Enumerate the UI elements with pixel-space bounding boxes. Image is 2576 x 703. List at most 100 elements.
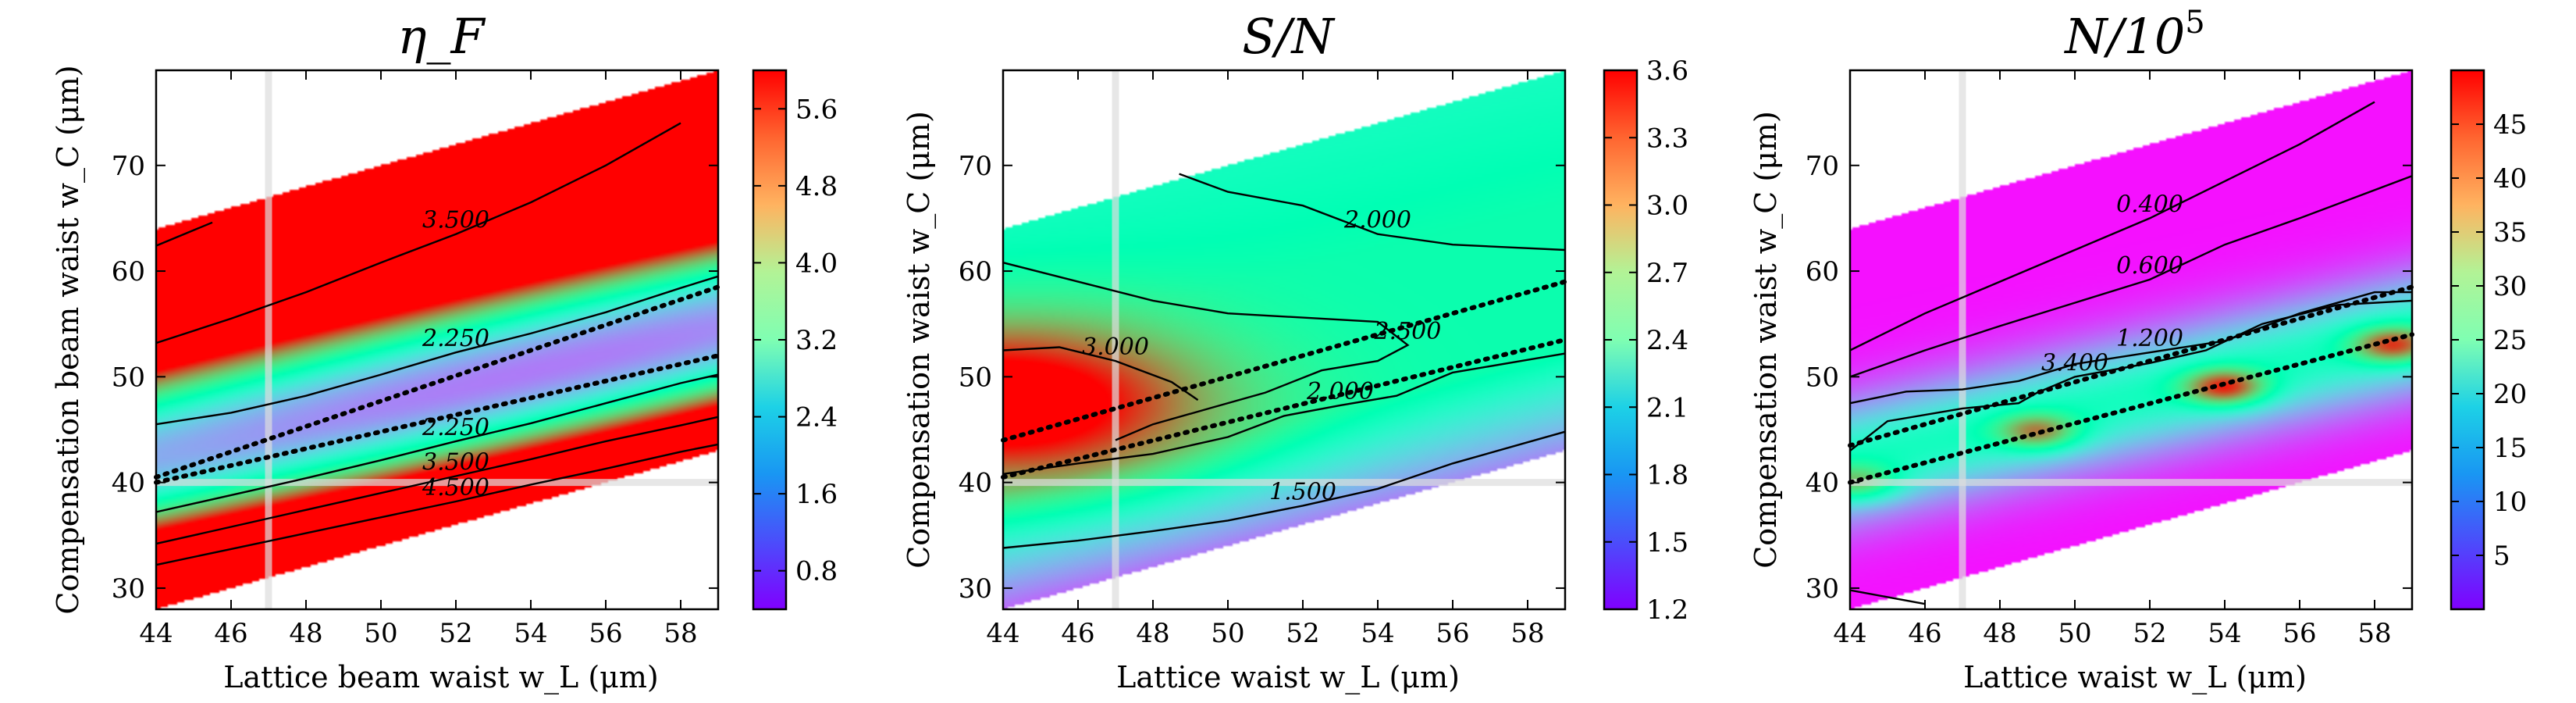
colorbar-tick-label: 35 [2493,217,2527,248]
x-tick-label: 46 [1061,618,1094,649]
y-tick-label: 40 [959,468,992,499]
y-axis-label: Compensation beam waist w_C (μm) [51,65,86,614]
y-tick-label: 70 [959,151,992,182]
contour-label: 0.400 [2116,191,2183,218]
contour-line [155,443,719,566]
colorbar-tick-label: 4.0 [795,248,838,279]
contour-line [1002,352,1566,475]
dotted-guide-line [1848,332,2414,485]
plot-frame [155,69,720,611]
colorbar-tick-label: 1.2 [1646,594,1688,626]
colorbar-tick-label: 4.8 [795,171,838,202]
dotted-guide-line [1848,284,2414,448]
plot-frame [1848,69,2414,611]
colorbar-tick-label: 20 [2493,379,2527,410]
contour-label: 3.500 [422,449,489,476]
y-tick-label: 50 [1806,362,1839,393]
y-tick-label: 30 [112,573,145,605]
y-tick-label: 70 [112,151,145,182]
chart-signal-to-noise: S/N Compensation waist w_C (μm) Lattice … [902,8,1688,695]
x-tick-label: 58 [1510,618,1544,649]
contour-line [1849,175,2413,378]
chart-eta-f: η_F Compensation beam waist w_C (μm) Lat… [51,8,838,695]
colorbar-tick-label: 5 [2493,541,2510,572]
contour-label: 3.400 [2041,349,2108,376]
contour-label: 3.500 [422,207,489,234]
colorbar-tick-label: 3.0 [1646,191,1688,222]
contour-line [1179,173,1566,252]
dotted-guide-line [1001,337,1567,480]
heatmap-field [1003,70,1565,609]
colorbar-tick-label: 5.6 [795,94,838,125]
y-tick-label: 70 [1806,151,1839,182]
x-tick-label: 48 [1136,618,1169,649]
y-tick-label: 30 [959,573,992,605]
y-tick-label: 60 [112,256,145,287]
x-tick-label: 56 [1436,618,1469,649]
chart-atom-number: N/105 Compensation waist w_C (μm) Lattic… [1749,5,2527,695]
contour-label: 1.500 [1269,478,1336,505]
colorbar-tick-label: 2.1 [1646,392,1688,423]
colorbar-tick-label: 3.6 [1646,55,1688,87]
x-axis-label: Lattice beam waist w_L (μm) [223,660,658,695]
chart-title: S/N [1242,8,1336,65]
colorbar-tick-label: 1.5 [1646,527,1688,558]
x-tick-label: 58 [2357,618,2391,649]
contour-line [1002,262,1410,441]
x-tick-label: 52 [1286,618,1319,649]
y-tick-label: 50 [112,362,145,393]
y-tick-label: 60 [1806,256,1839,287]
x-tick-label: 44 [986,618,1019,649]
contour-label: 2.000 [1306,378,1374,405]
contour-line [1849,291,2412,405]
x-tick-label: 44 [1833,618,1866,649]
colorbar-tick-label: 1.6 [795,479,838,510]
contour-label: 2.000 [1343,207,1411,234]
x-tick-label: 50 [2058,618,2091,649]
x-tick-label: 52 [2133,618,2166,649]
x-axis-label: Lattice waist w_L (μm) [1963,660,2307,695]
dotted-guide-line [1001,279,1567,443]
y-axis-label: Compensation waist w_C (μm) [1749,111,1784,569]
colorbar-tick-label: 2.7 [1646,258,1688,289]
y-tick-label: 40 [112,468,145,499]
contour-line [1849,101,2375,352]
contour-line [1002,346,1199,401]
colorbar-tick-label: 30 [2493,271,2527,302]
colorbar-tick-label: 10 [2493,487,2527,518]
x-tick-label: 56 [2282,618,2316,649]
contour-line [155,373,719,513]
x-tick-label: 56 [589,618,622,649]
dotted-guide-line [154,353,720,485]
y-tick-label: 50 [959,362,992,393]
contour-line [1849,299,2413,452]
contour-label: 1.200 [2116,325,2183,352]
colorbar-tick-label: 25 [2493,325,2527,356]
contour-label: 0.600 [2116,252,2183,280]
x-tick-label: 54 [514,618,547,649]
plot-area: 0.400 0.600 1.200 3.400 44 46 48 50 52 54 56 58 30 40… [1806,69,2414,649]
y-tick-label: 60 [959,256,992,287]
chart-title: η_F [397,8,486,65]
x-axis-label: Lattice waist w_L (μm) [1116,660,1460,695]
colorbar: 5 10 15 20 25 30 35 40 45 [2450,69,2527,611]
colorbar-tick-label: 40 [2493,163,2527,194]
contour-line [1002,430,1566,549]
x-tick-label: 48 [289,618,322,649]
contour-label: 3.000 [1082,334,1149,361]
contour-line [1849,589,1926,605]
contour-line [155,122,681,344]
contour-line [155,416,719,545]
colorbar-tick-label: 15 [2493,433,2527,464]
chart-title: N/105 [2063,5,2204,65]
x-tick-label: 58 [664,618,697,649]
heatmap-field [156,70,718,609]
x-tick-label: 48 [1983,618,2016,649]
x-tick-label: 54 [2208,618,2241,649]
x-tick-label: 50 [364,618,397,649]
colorbar-tick-label: 3.2 [795,325,838,356]
x-tick-label: 46 [214,618,247,649]
